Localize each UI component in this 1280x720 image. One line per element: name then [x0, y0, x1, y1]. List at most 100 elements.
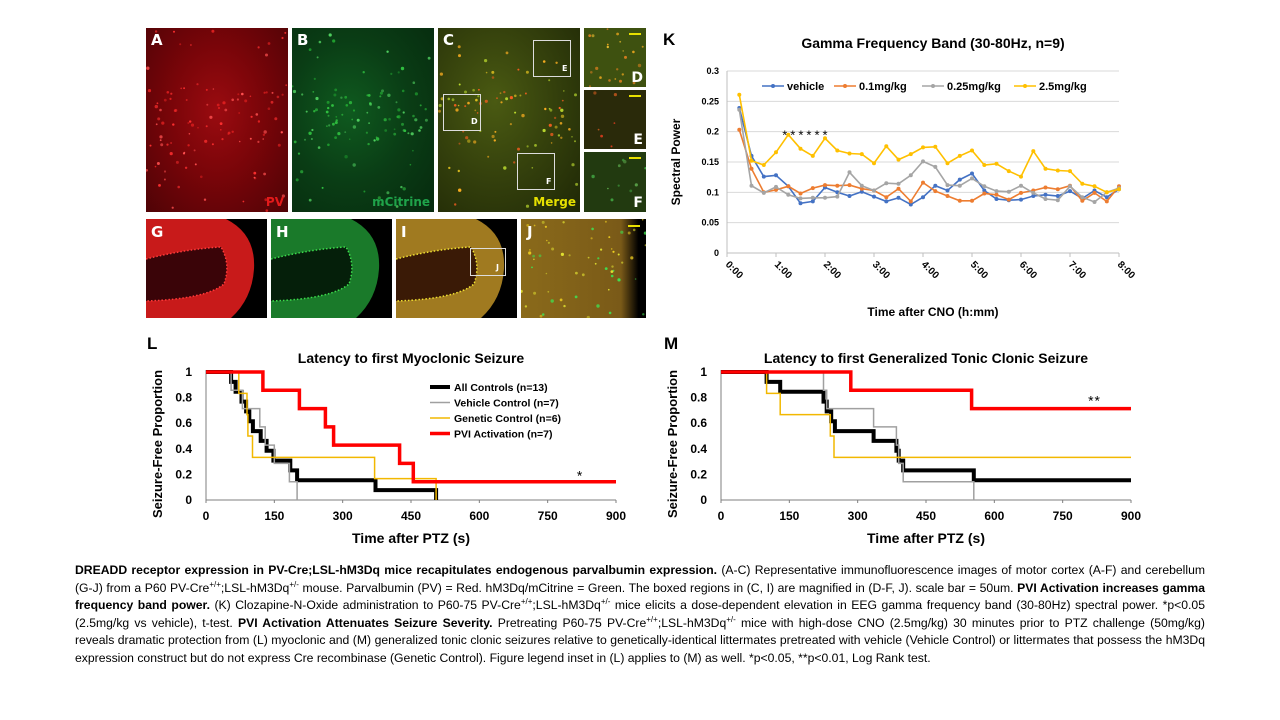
cell-dot [438, 109, 441, 113]
cell-dot [267, 107, 271, 110]
data-point [1104, 190, 1109, 195]
data-point [994, 192, 999, 197]
cell-dot [334, 88, 338, 92]
cell-dot [424, 118, 428, 122]
data-point [945, 188, 950, 193]
data-point [774, 187, 778, 192]
cell-dot [643, 231, 646, 235]
cell-dot [521, 113, 525, 118]
cell-dot [257, 120, 261, 123]
legend-label: Vehicle Control (n=7) [454, 398, 559, 410]
cell-dot [182, 152, 186, 155]
data-point [810, 195, 815, 200]
data-point [798, 146, 803, 151]
cell-dot [197, 126, 199, 129]
cell-dot [563, 90, 565, 92]
cell-dot [454, 203, 457, 206]
cell-dot [393, 132, 397, 136]
cell-dot [462, 130, 465, 133]
cell-dot [351, 118, 354, 121]
panel-letter: C [443, 31, 455, 49]
legend-label: 2.5mg/kg [1039, 81, 1087, 93]
cell-dot [313, 77, 316, 80]
cell-dot [379, 95, 382, 98]
data-point [1068, 184, 1072, 189]
cell-dot [238, 112, 241, 114]
cell-dot [424, 108, 427, 111]
cell-dot [328, 124, 331, 127]
data-point [859, 186, 864, 191]
cell-dot [629, 189, 633, 193]
cell-dot [163, 178, 166, 181]
data-point [884, 181, 889, 186]
data-point [896, 157, 901, 162]
cell-dot [293, 140, 297, 144]
data-point [835, 194, 840, 199]
cell-dot [292, 85, 294, 88]
cell-dot [281, 194, 285, 198]
cell-dot [478, 88, 480, 91]
cell-dot [548, 79, 551, 82]
cell-dot [146, 169, 148, 172]
cell-dot [356, 118, 360, 122]
cell-dot [563, 304, 566, 308]
cell-dot [590, 237, 593, 240]
cell-dot [193, 149, 196, 152]
cell-dot [305, 110, 308, 113]
cell-dot [477, 95, 480, 98]
cell-dot [533, 291, 537, 295]
cell-dot [499, 92, 502, 95]
cell-dot [180, 87, 183, 90]
cell-dot [337, 132, 341, 136]
cell-dot [546, 239, 548, 242]
cell-dot [390, 72, 393, 75]
cell-dot [183, 87, 185, 90]
caption-text: mice elicits a dose-dependent elevation … [75, 598, 1205, 630]
cell-dot [610, 198, 614, 202]
cell-dot [327, 106, 330, 110]
cell-dot [419, 126, 423, 129]
cell-dot [154, 165, 157, 168]
cell-dot [541, 313, 545, 316]
cell-dot [548, 123, 552, 127]
data-point [1092, 184, 1097, 189]
cell-dot [622, 50, 624, 52]
cell-dot [397, 115, 401, 119]
cell-dot [568, 254, 571, 257]
cell-dot [379, 91, 383, 95]
cell-dot [607, 187, 609, 190]
cell-dot [458, 54, 461, 58]
data-point [859, 183, 864, 188]
cell-dot [227, 133, 230, 135]
x-tick-label: 300 [333, 509, 353, 523]
cell-dot [596, 304, 600, 308]
cell-dot [464, 105, 467, 108]
x-tick-label: 0 [203, 509, 210, 523]
cell-dot [617, 184, 620, 187]
inset-box-f [517, 153, 555, 190]
significance-annotation: ****** [782, 128, 830, 143]
cell-dot [558, 106, 561, 110]
cell-dot [335, 119, 338, 122]
caption-sup: +/+ [646, 614, 658, 624]
panel-j-image: J [521, 219, 646, 318]
caption-heading-1: DREADD receptor expression in PV-Cre;LSL… [75, 563, 718, 577]
data-point [1104, 199, 1109, 204]
panel-letter: J [527, 223, 533, 241]
cell-dot [395, 205, 399, 208]
data-point [970, 148, 974, 153]
cell-dot [644, 167, 646, 170]
data-point [1006, 169, 1011, 174]
cell-dot [146, 66, 150, 70]
data-point [786, 132, 791, 137]
cell-dot [393, 128, 396, 131]
cell-dot [257, 140, 260, 143]
cell-dot [606, 28, 609, 31]
inset-box-label: F [546, 177, 552, 186]
cell-dot [591, 34, 595, 38]
cell-dot [159, 139, 162, 142]
data-point [970, 198, 974, 203]
cell-dot [491, 76, 495, 79]
cell-dot [204, 139, 208, 143]
cell-dot [253, 171, 257, 175]
